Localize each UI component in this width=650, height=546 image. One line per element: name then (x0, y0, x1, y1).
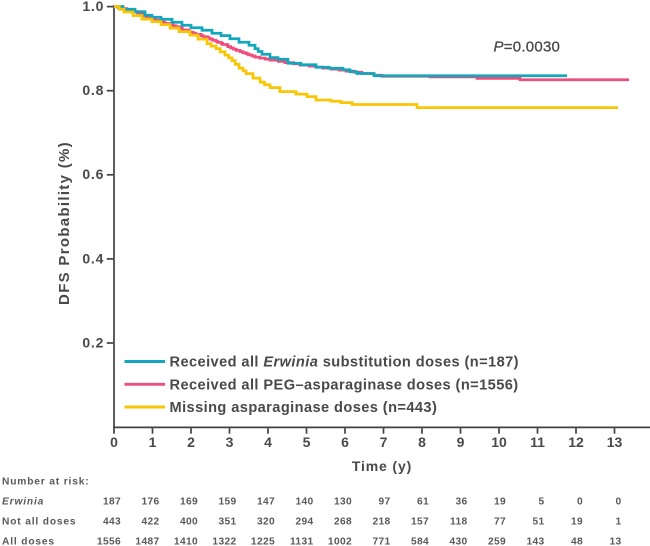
svg-text:2: 2 (187, 434, 195, 450)
svg-text:77: 77 (494, 517, 506, 528)
svg-text:118: 118 (450, 517, 468, 528)
svg-text:All doses: All doses (2, 537, 55, 546)
svg-text:9: 9 (457, 434, 465, 450)
svg-text:218: 218 (372, 517, 390, 528)
svg-text:6: 6 (341, 434, 349, 450)
svg-text:0.6: 0.6 (82, 166, 104, 182)
svg-text:1225: 1225 (251, 537, 275, 546)
svg-text:Received all Erwinia substitut: Received all Erwinia substitution doses … (170, 355, 519, 371)
svg-text:294: 294 (295, 517, 313, 528)
svg-text:351: 351 (218, 517, 236, 528)
svg-text:1.0: 1.0 (82, 0, 104, 14)
svg-text:Not all doses: Not all doses (2, 517, 76, 528)
svg-text:771: 771 (372, 537, 390, 546)
svg-text:1556: 1556 (97, 537, 121, 546)
svg-text:157: 157 (411, 517, 429, 528)
svg-text:0.4: 0.4 (82, 250, 104, 266)
svg-text:48: 48 (571, 537, 583, 546)
svg-text:1131: 1131 (290, 537, 314, 546)
svg-text:1: 1 (149, 434, 157, 450)
svg-text:176: 176 (141, 497, 159, 508)
svg-text:Time (y): Time (y) (352, 458, 412, 474)
svg-text:DFS Probability (%): DFS Probability (%) (56, 141, 73, 305)
svg-text:130: 130 (334, 497, 352, 508)
svg-text:61: 61 (417, 497, 429, 508)
svg-text:400: 400 (180, 517, 198, 528)
svg-text:Received all PEG–asparaginase: Received all PEG–asparaginase doses (n=1… (170, 377, 519, 393)
svg-text:140: 140 (295, 497, 313, 508)
svg-text:169: 169 (180, 497, 198, 508)
svg-text:13: 13 (607, 434, 623, 450)
svg-text:4: 4 (264, 434, 272, 450)
svg-text:422: 422 (141, 517, 159, 528)
svg-text:Number at risk:: Number at risk: (2, 476, 89, 487)
svg-text:0: 0 (577, 497, 583, 508)
svg-text:187: 187 (103, 497, 121, 508)
svg-text:259: 259 (488, 537, 506, 546)
svg-text:8: 8 (418, 434, 426, 450)
svg-text:19: 19 (494, 497, 506, 508)
svg-text:1487: 1487 (135, 537, 159, 546)
svg-text:430: 430 (449, 537, 467, 546)
svg-text:1002: 1002 (328, 537, 352, 546)
svg-text:584: 584 (411, 537, 429, 546)
svg-text:5: 5 (538, 497, 544, 508)
svg-text:0.8: 0.8 (82, 82, 104, 98)
svg-text:0: 0 (110, 434, 118, 450)
svg-text:0: 0 (615, 497, 621, 508)
svg-text:1322: 1322 (212, 537, 236, 546)
svg-text:19: 19 (571, 517, 583, 528)
svg-text:5: 5 (303, 434, 311, 450)
svg-text:97: 97 (378, 497, 390, 508)
svg-text:1: 1 (615, 517, 621, 528)
svg-text:320: 320 (257, 517, 275, 528)
svg-text:10: 10 (491, 434, 507, 450)
svg-text:147: 147 (257, 497, 275, 508)
svg-text:1410: 1410 (174, 537, 198, 546)
svg-text:51: 51 (532, 517, 544, 528)
svg-text:P=0.0030: P=0.0030 (494, 39, 561, 56)
svg-text:Missing asparaginase doses (n=: Missing asparaginase doses (n=443) (170, 400, 438, 416)
svg-text:13: 13 (609, 537, 621, 546)
svg-text:7: 7 (380, 434, 388, 450)
svg-text:159: 159 (218, 497, 236, 508)
svg-text:11: 11 (530, 434, 545, 450)
svg-text:268: 268 (334, 517, 352, 528)
svg-text:Erwinia: Erwinia (2, 497, 44, 508)
svg-text:36: 36 (455, 497, 467, 508)
svg-text:143: 143 (526, 537, 544, 546)
svg-text:3: 3 (226, 434, 234, 450)
svg-text:12: 12 (568, 434, 584, 450)
svg-text:443: 443 (103, 517, 121, 528)
svg-text:0.2: 0.2 (82, 334, 104, 350)
